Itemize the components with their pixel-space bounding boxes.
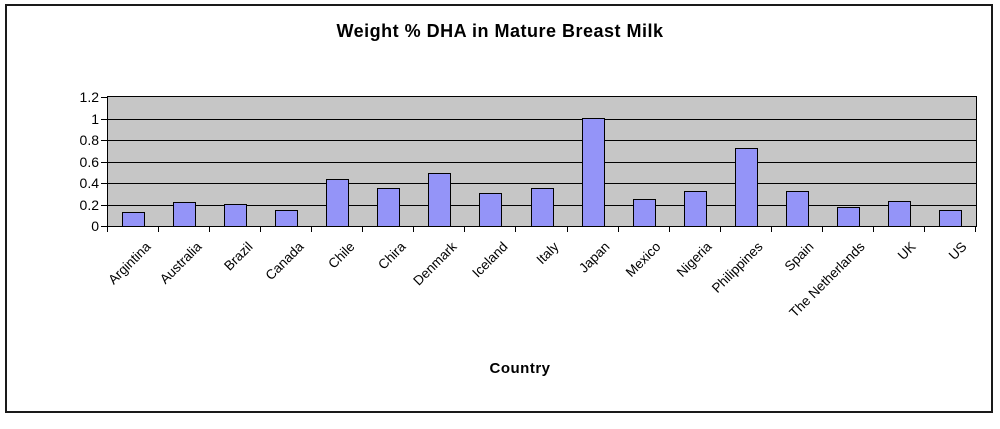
plot-area — [107, 96, 977, 227]
x-axis-title: Country — [489, 360, 551, 377]
bar-australia — [173, 202, 196, 226]
y-axis-tick-label: 0 — [91, 218, 99, 234]
chart-title: Weight % DHA in Mature Breast Milk — [336, 21, 664, 41]
bar-uk — [888, 201, 911, 226]
y-axis-tick-mark — [101, 226, 107, 227]
x-axis-tick-mark — [107, 227, 108, 232]
bar-italy — [531, 188, 554, 226]
x-axis-tick-mark — [771, 227, 772, 232]
y-axis-tick-label: 1 — [91, 111, 99, 127]
x-axis-tick-mark — [311, 227, 312, 232]
gridline — [108, 140, 976, 141]
x-axis-tick-mark — [567, 227, 568, 232]
y-axis-tick-mark — [101, 205, 107, 206]
x-axis-tick-mark — [209, 227, 210, 232]
y-axis-tick-mark — [101, 97, 107, 98]
y-axis-tick-mark — [101, 119, 107, 120]
bar-denmark — [428, 173, 451, 226]
x-axis-tick-mark — [158, 227, 159, 232]
chart-border-frame — [5, 4, 993, 413]
y-axis-tick-label: 1.2 — [79, 89, 99, 105]
x-axis-tick-mark — [464, 227, 465, 232]
bar-mexico — [633, 199, 656, 226]
bar-argintina — [122, 212, 145, 226]
x-axis-tick-mark — [924, 227, 925, 232]
bar-philippines — [735, 148, 758, 226]
x-axis-tick-mark — [362, 227, 363, 232]
y-axis-tick-label: 0.6 — [79, 154, 99, 170]
bar-canada — [275, 210, 298, 226]
bar-iceland — [479, 193, 502, 226]
y-axis-tick-mark — [101, 140, 107, 141]
x-axis-tick-mark — [873, 227, 874, 232]
x-axis-tick-mark — [822, 227, 823, 232]
x-axis-tick-mark — [515, 227, 516, 232]
gridline — [108, 119, 976, 120]
bar-chile — [326, 179, 349, 226]
bar-nigeria — [684, 191, 707, 226]
x-axis-tick-mark — [669, 227, 670, 232]
gridline — [108, 162, 976, 163]
bar-chira — [377, 188, 400, 226]
x-axis-tick-mark — [618, 227, 619, 232]
bar-the-netherlands — [837, 207, 860, 226]
bar-japan — [582, 118, 605, 226]
gridline — [108, 183, 976, 184]
x-axis-tick-mark — [720, 227, 721, 232]
bar-spain — [786, 191, 809, 226]
bar-us — [939, 210, 962, 226]
y-axis-tick-label: 0.2 — [79, 197, 99, 213]
y-axis-tick-mark — [101, 183, 107, 184]
y-axis-tick-label: 0.4 — [79, 175, 99, 191]
x-axis-tick-mark — [413, 227, 414, 232]
x-axis-tick-mark — [260, 227, 261, 232]
y-axis-tick-label: 0.8 — [79, 132, 99, 148]
bar-brazil — [224, 204, 247, 226]
x-axis-tick-mark — [975, 227, 976, 232]
y-axis-tick-mark — [101, 162, 107, 163]
